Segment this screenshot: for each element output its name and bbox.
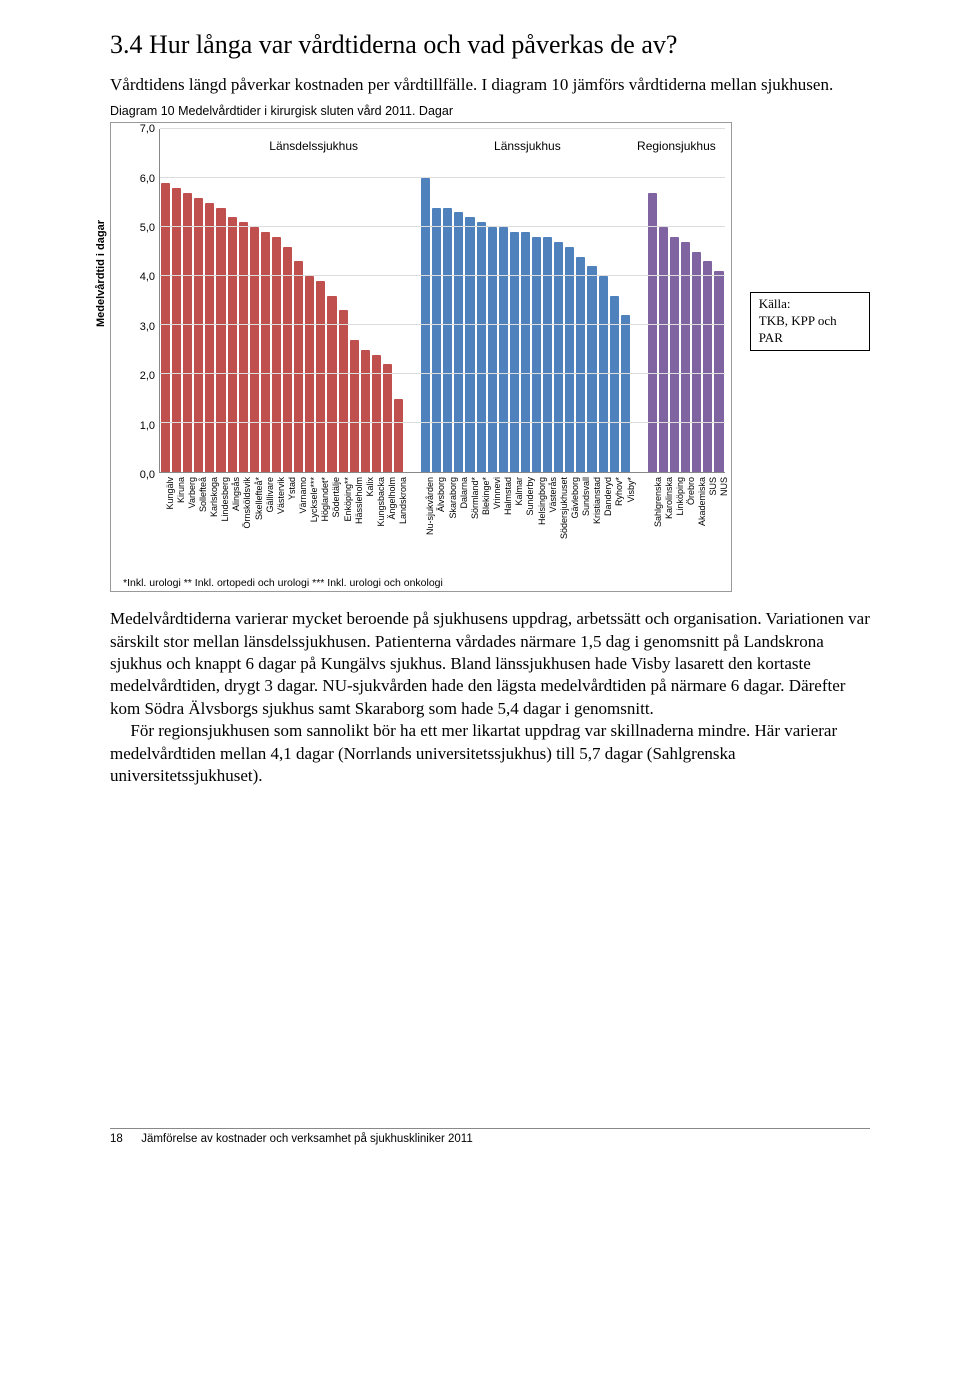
chart-footnote: *Inkl. urologi ** Inkl. ortopedi och uro…	[123, 577, 443, 589]
y-tick: 0,0	[111, 469, 155, 481]
y-tick: 1,0	[111, 420, 155, 432]
bar	[339, 310, 348, 472]
source-text: TKB, KPP och PAR	[759, 313, 837, 345]
bar	[599, 276, 608, 472]
x-label: Visby*	[626, 477, 636, 502]
bar	[305, 276, 314, 472]
bar	[316, 281, 325, 472]
bar	[294, 261, 303, 472]
bar	[283, 247, 292, 472]
bar	[659, 227, 668, 472]
section-heading: 3.4 Hur långa var vårdtiderna och vad på…	[110, 30, 870, 60]
page-number: 18	[110, 1133, 138, 1145]
bar	[272, 237, 281, 472]
y-axis-label: Medelvårdtid i dagar	[95, 220, 107, 327]
x-label: NUS	[719, 477, 729, 496]
bar	[394, 399, 403, 473]
bar	[239, 222, 248, 472]
bar	[205, 203, 214, 473]
bar	[261, 232, 270, 472]
bar	[432, 208, 441, 473]
bar	[576, 257, 585, 473]
bar	[521, 232, 530, 472]
bar	[610, 296, 619, 472]
y-tick: 4,0	[111, 271, 155, 283]
bar	[216, 208, 225, 473]
bar	[383, 364, 392, 472]
bar	[499, 227, 508, 472]
bar	[510, 232, 519, 472]
bar	[692, 252, 701, 473]
y-tick: 7,0	[111, 123, 155, 135]
bar	[703, 261, 712, 472]
bar	[172, 188, 181, 472]
bar	[565, 247, 574, 472]
chart: Medelvårdtid i dagar 0,01,02,03,04,05,06…	[110, 122, 732, 592]
y-tick: 5,0	[111, 222, 155, 234]
y-tick: 6,0	[111, 173, 155, 185]
bar	[361, 350, 370, 473]
body-paragraph-1: Medelvårdtiderna varierar mycket beroend…	[110, 608, 870, 720]
bar	[681, 242, 690, 472]
body-paragraph-2: För regionsjukhusen som sannolikt bör ha…	[110, 720, 870, 787]
page-footer: 18 Jämförelse av kostnader och verksamhe…	[110, 1128, 870, 1145]
bar	[183, 193, 192, 472]
bar	[350, 340, 359, 472]
source-label: Källa:	[759, 296, 791, 311]
x-label: Landskrona	[398, 477, 408, 524]
bar	[228, 217, 237, 472]
plot-area: LänsdelssjukhusLänssjukhusRegionsjukhus	[159, 129, 725, 473]
bar	[465, 217, 474, 472]
bar	[488, 227, 497, 472]
bar	[421, 178, 430, 472]
bar	[327, 296, 336, 472]
source-box: Källa: TKB, KPP och PAR	[750, 292, 870, 351]
bar	[477, 222, 486, 472]
bar	[194, 198, 203, 472]
body-text: Medelvårdtiderna varierar mycket beroend…	[110, 608, 870, 788]
bar	[250, 227, 259, 472]
bar	[670, 237, 679, 472]
bar	[648, 193, 657, 472]
chart-caption: Diagram 10 Medelvårdtider i kirurgisk sl…	[110, 104, 870, 118]
y-tick: 3,0	[111, 321, 155, 333]
y-tick: 2,0	[111, 370, 155, 382]
bar	[621, 315, 630, 472]
bar	[587, 266, 596, 472]
bar	[543, 237, 552, 472]
bar	[554, 242, 563, 472]
bar	[714, 271, 723, 472]
intro-text: Vårdtidens längd påverkar kostnaden per …	[110, 74, 870, 96]
bar	[532, 237, 541, 472]
footer-title: Jämförelse av kostnader och verksamhet p…	[141, 1133, 473, 1145]
chart-wrapper: Medelvårdtid i dagar 0,01,02,03,04,05,06…	[110, 122, 870, 592]
bar	[443, 208, 452, 473]
bar	[454, 212, 463, 472]
